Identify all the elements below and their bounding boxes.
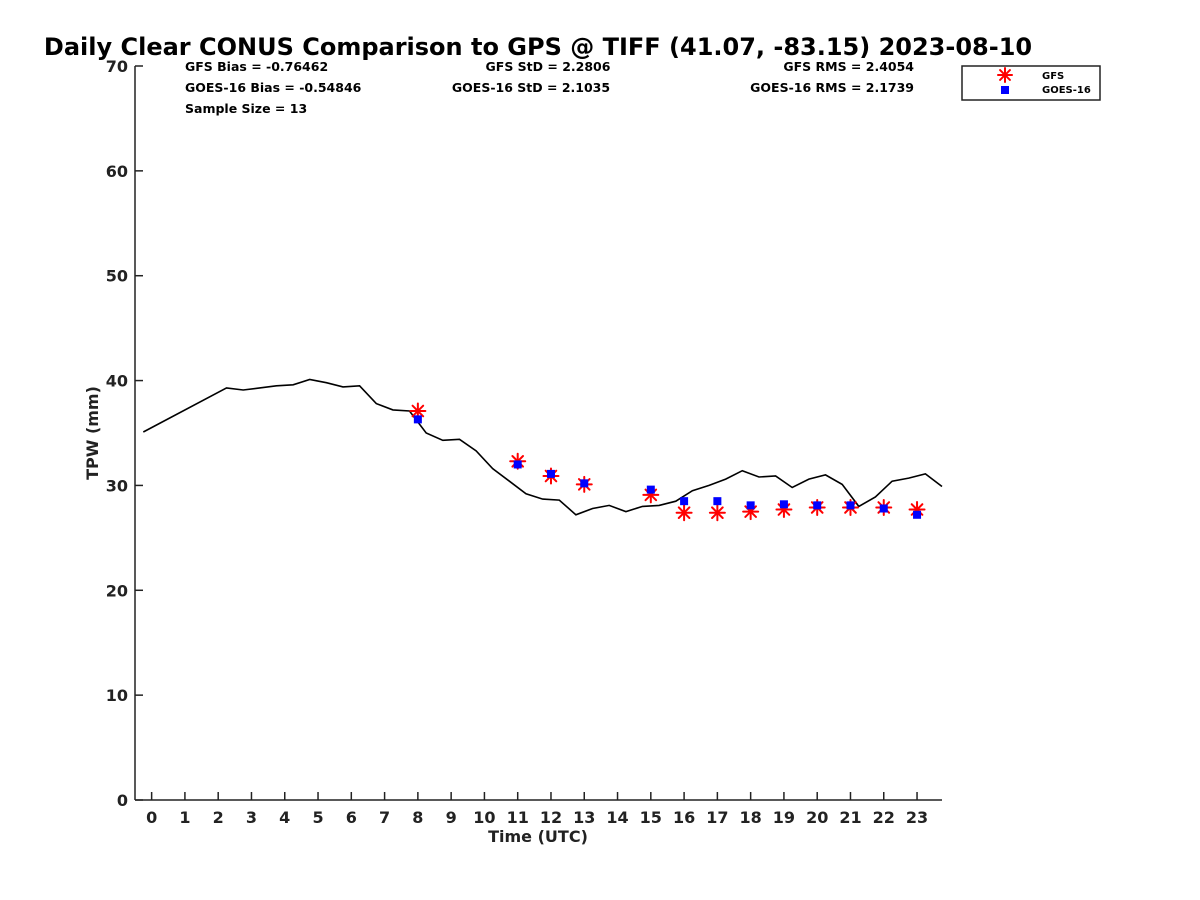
- stat-goes-std: GOES-16 StD = 2.1035: [452, 80, 610, 95]
- goes16-point: [680, 497, 689, 506]
- legend-gfs-asterisk: [997, 67, 1013, 83]
- stat-goes-rms: GOES-16 RMS = 2.1739: [750, 80, 914, 95]
- x-tick-label: 13: [573, 808, 595, 827]
- y-tick-label: 0: [117, 791, 128, 810]
- x-axis-label: Time (UTC): [488, 827, 588, 846]
- gfs-point: [675, 504, 693, 522]
- y-tick-label: 10: [106, 686, 128, 705]
- legend-marker-gfs: [997, 67, 1013, 83]
- gfs-point-stroke: [677, 506, 691, 519]
- legend-label-gfs: GFS: [1042, 71, 1064, 82]
- legend-gfs-asterisk-stroke: [999, 69, 1011, 81]
- legend-marker-goes16: [1001, 86, 1009, 94]
- x-tick-label: 17: [706, 808, 728, 827]
- plot-area: [142, 378, 943, 522]
- x-tick-label: 5: [312, 808, 323, 827]
- y-tick-label: 60: [106, 162, 128, 181]
- goes16-point: [513, 460, 522, 469]
- x-tick-label: 19: [773, 808, 795, 827]
- stat-gfs-bias: GFS Bias = -0.76462: [185, 59, 328, 74]
- legend-goes16-square: [1001, 86, 1009, 94]
- goes16-point: [813, 501, 822, 510]
- chart-title: Daily Clear CONUS Comparison to GPS @ TI…: [44, 33, 1032, 61]
- goes16-point: [546, 469, 555, 478]
- x-tick-label: 12: [540, 808, 562, 827]
- x-tick-label: 22: [873, 808, 895, 827]
- x-tick-label: 15: [640, 808, 662, 827]
- y-tick-label: 70: [106, 57, 128, 76]
- goes16-point: [746, 501, 755, 510]
- x-axis-ticks: 0 1 2 3 4 5 6 7 8 9 10 11 12 13 14 15 16 17 18 19 20 21 22 23: [146, 792, 928, 827]
- legend: GFS GOES-16: [961, 65, 1101, 101]
- series-line-gps: [142, 378, 943, 516]
- x-tick-label: 21: [839, 808, 861, 827]
- goes16-point: [413, 415, 422, 424]
- x-tick-label: 18: [740, 808, 762, 827]
- gfs-point-stroke: [411, 404, 425, 418]
- x-tick-label: 16: [673, 808, 695, 827]
- x-tick-label: 3: [246, 808, 257, 827]
- legend-box: [961, 65, 1101, 101]
- y-axis-label: TPW (mm): [83, 386, 102, 480]
- stat-goes-bias: GOES-16 Bias = -0.54846: [185, 80, 362, 95]
- y-tick-label: 20: [106, 581, 128, 600]
- x-tick-label: 2: [213, 808, 224, 827]
- gfs-point: [708, 504, 726, 522]
- goes16-point: [713, 497, 722, 506]
- y-tick-label: 30: [106, 476, 128, 495]
- goes16-point: [879, 504, 888, 513]
- stat-gfs-rms: GFS RMS = 2.4054: [783, 59, 914, 74]
- legend-label-goes16: GOES-16: [1042, 85, 1091, 96]
- goes16-point: [646, 485, 655, 494]
- x-tick-label: 4: [279, 808, 290, 827]
- x-tick-label: 1: [179, 808, 190, 827]
- x-tick-label: 6: [346, 808, 357, 827]
- stat-sample-size: Sample Size = 13: [185, 101, 307, 116]
- x-tick-label: 9: [446, 808, 457, 827]
- y-tick-label: 50: [106, 267, 128, 286]
- y-axis-ticks: 0 10 20 30 40 50 60 70: [106, 57, 143, 810]
- gfs-point: [409, 402, 427, 420]
- x-tick-label: 11: [507, 808, 529, 827]
- stat-gfs-std: GFS StD = 2.2806: [486, 59, 611, 74]
- goes16-point: [846, 501, 855, 510]
- x-tick-label: 7: [379, 808, 390, 827]
- gfs-point-stroke: [711, 506, 724, 519]
- y-tick-label: 40: [106, 372, 128, 391]
- x-tick-label: 14: [606, 808, 628, 827]
- x-tick-label: 23: [906, 808, 928, 827]
- goes16-point: [779, 500, 788, 509]
- x-tick-label: 0: [146, 808, 157, 827]
- x-tick-label: 20: [806, 808, 828, 827]
- x-tick-label: 10: [473, 808, 495, 827]
- goes16-point: [580, 479, 589, 488]
- goes16-point: [913, 510, 922, 519]
- x-tick-label: 8: [412, 808, 423, 827]
